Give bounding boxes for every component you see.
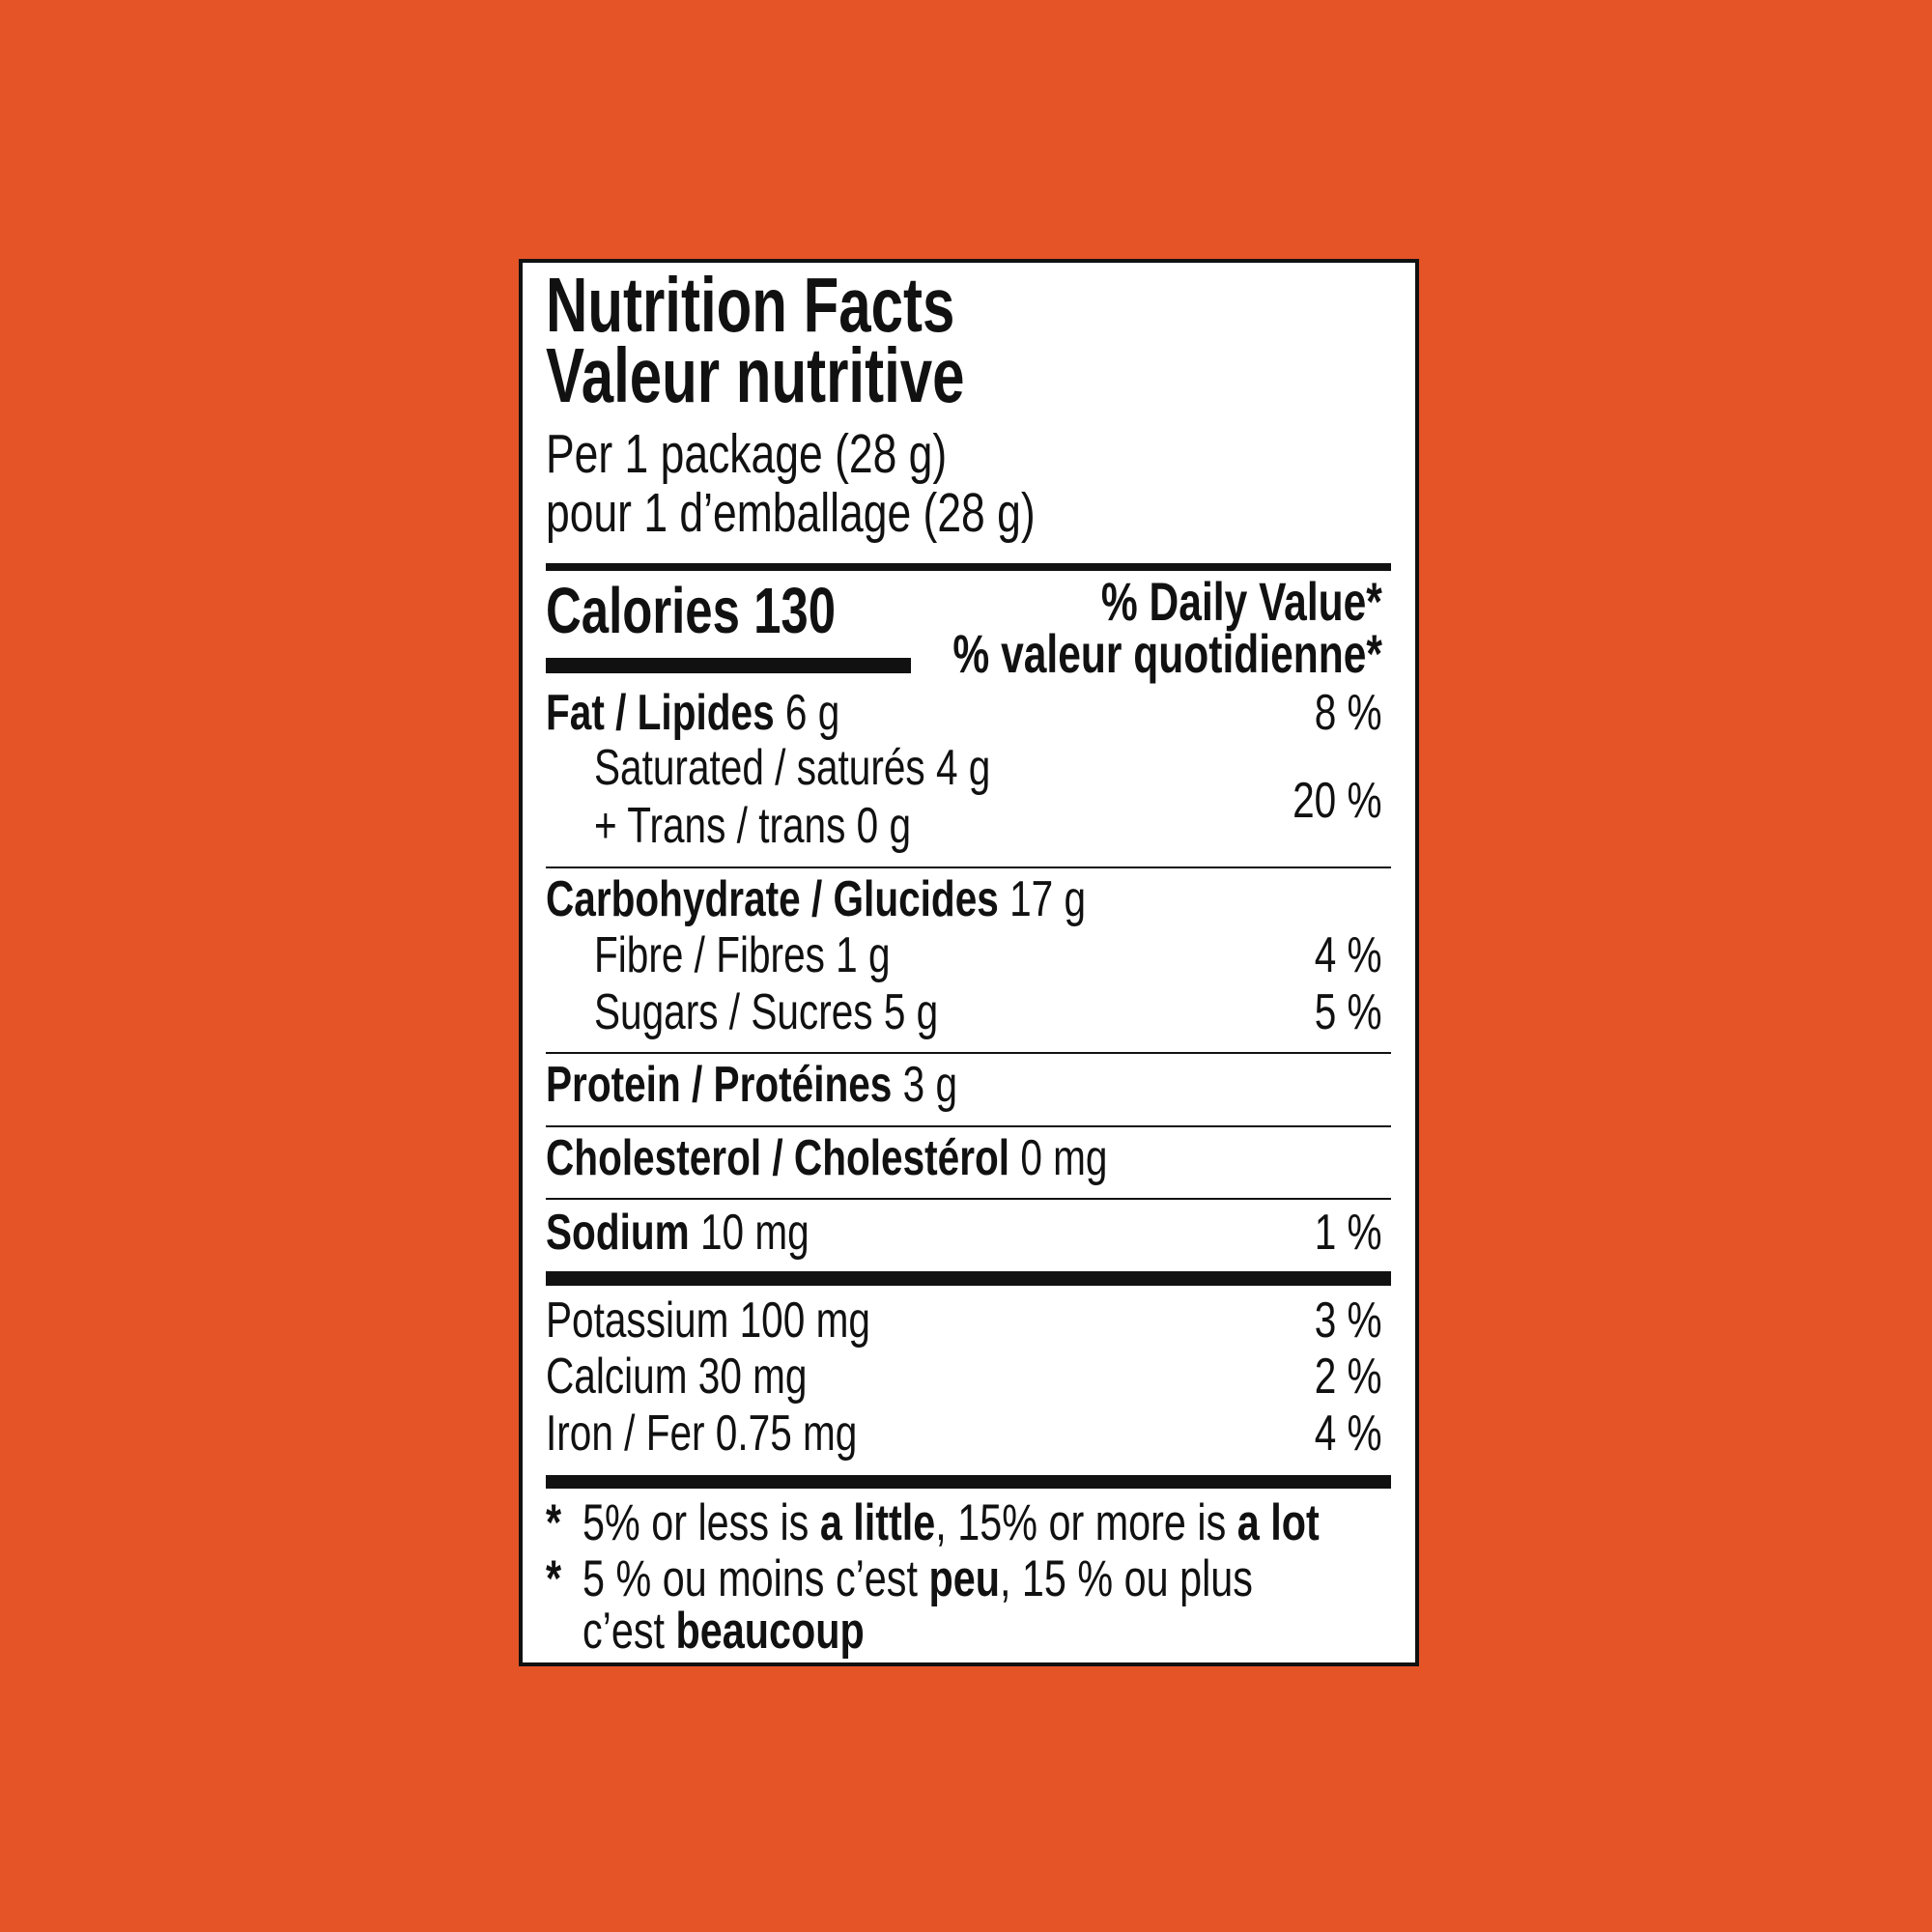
sugars-row: Sugars / Sucres 5 g	[594, 984, 939, 1040]
potassium-dv: 3 %	[1315, 1293, 1382, 1349]
thick-divider	[546, 1271, 1391, 1286]
thick-divider	[546, 563, 1391, 571]
divider	[546, 1198, 1391, 1200]
sat-trans-dv: 20 %	[1293, 773, 1382, 829]
protein-label: Protein / Protéines	[546, 1057, 893, 1113]
sodium-amount: 10 mg	[689, 1205, 810, 1261]
fat-dv: 8 %	[1315, 685, 1382, 741]
sodium-dv: 1 %	[1315, 1205, 1382, 1261]
calories: Calories 130	[546, 575, 837, 647]
sugars-dv: 5 %	[1315, 984, 1382, 1040]
fn-bold: peu	[928, 1550, 1000, 1607]
carbohydrate-row: Carbohydrate / Glucides 17 g	[546, 874, 1086, 924]
daily-value-header-fr: % valeur quotidienne*	[952, 623, 1382, 684]
fn-bold: a lot	[1236, 1494, 1320, 1551]
footnote-fr: 5 % ou moins c’est peu, 15 % ou plus	[582, 1553, 1253, 1605]
footnote-asterisk: *	[546, 1494, 562, 1551]
fat-label: Fat / Lipides	[546, 685, 775, 741]
calories-bar	[546, 658, 911, 673]
footnote-fr-cont: c’est beaucoup	[582, 1605, 865, 1657]
fibre-dv: 4 %	[1315, 927, 1382, 983]
fn-text: c’est	[582, 1603, 676, 1660]
carb-amount: 17 g	[998, 871, 1087, 927]
protein-row: Protein / Protéines 3 g	[546, 1060, 957, 1110]
title-fr: Valeur nutritive	[546, 332, 965, 418]
potassium-row: Potassium 100 mg	[546, 1293, 870, 1349]
daily-value-header-en: % Daily Value*	[1101, 571, 1382, 632]
fn-bold: a little	[819, 1494, 936, 1551]
nutrition-facts-label	[519, 259, 1419, 1666]
divider	[546, 1052, 1391, 1054]
title-en: Nutrition Facts	[546, 262, 955, 348]
fn-text: , 15 % ou plus	[999, 1550, 1253, 1607]
iron-dv: 4 %	[1315, 1406, 1382, 1462]
cholesterol-row: Cholesterol / Cholestérol 0 mg	[546, 1133, 1108, 1183]
trans-row: + Trans / trans 0 g	[594, 798, 912, 854]
calcium-row: Calcium 30 mg	[546, 1349, 808, 1405]
serving-size-en: Per 1 package (28 g)	[546, 423, 948, 485]
saturated-row: Saturated / saturés 4 g	[594, 740, 991, 796]
fn-text: , 15% or more is	[935, 1494, 1237, 1551]
fibre-row: Fibre / Fibres 1 g	[594, 927, 891, 983]
iron-row: Iron / Fer 0.75 mg	[546, 1406, 858, 1462]
fn-text: 5 % ou moins c’est	[582, 1550, 929, 1607]
fn-text: 5% or less is	[582, 1494, 820, 1551]
protein-amount: 3 g	[892, 1057, 958, 1113]
divider	[546, 1125, 1391, 1127]
cholesterol-label: Cholesterol / Cholestérol	[546, 1130, 1010, 1186]
divider	[546, 867, 1391, 868]
footnote-en: 5% or less is a little, 15% or more is a…	[582, 1497, 1320, 1548]
cholesterol-amount: 0 mg	[1009, 1130, 1108, 1186]
footnote-asterisk: *	[546, 1550, 562, 1607]
fn-bold: beaucoup	[675, 1603, 865, 1660]
thick-divider	[546, 1475, 1391, 1489]
fat-row: Fat / Lipides 6 g	[546, 688, 839, 738]
carb-label: Carbohydrate / Glucides	[546, 871, 999, 927]
calcium-dv: 2 %	[1315, 1349, 1382, 1405]
sodium-row: Sodium 10 mg	[546, 1208, 810, 1258]
sodium-label: Sodium	[546, 1205, 690, 1261]
fat-amount: 6 g	[774, 685, 840, 741]
serving-size-fr: pour 1 d’emballage (28 g)	[546, 482, 1036, 544]
